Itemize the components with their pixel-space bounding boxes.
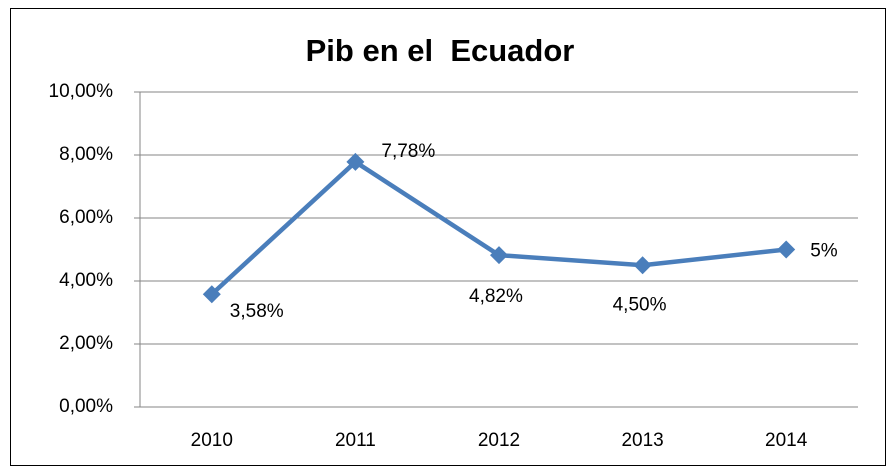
data-point [490, 246, 508, 265]
data-point [346, 152, 365, 171]
y-tick-label: 2,00% [59, 333, 113, 354]
y-tick-label: 6,00% [59, 207, 113, 228]
y-tick-label: 10,00% [49, 81, 114, 102]
data-label: 4,50% [613, 294, 667, 315]
data-label: 5% [810, 241, 838, 262]
chart-frame [10, 8, 886, 466]
chart-title: Pib en el Ecuador [306, 33, 575, 68]
data-label: 4,82% [469, 286, 523, 307]
x-tick-label: 2010 [191, 430, 233, 451]
data-label: 3,58% [230, 301, 284, 322]
data-point [777, 240, 796, 259]
data-point [202, 285, 221, 304]
x-tick-label: 2014 [765, 430, 808, 451]
data-point [633, 256, 652, 275]
data-label: 7,78% [381, 141, 435, 162]
x-tick-label: 2012 [478, 430, 520, 451]
x-tick-label: 2013 [621, 430, 663, 451]
x-tick-label: 2011 [335, 430, 376, 451]
y-tick-label: 4,00% [59, 270, 113, 291]
y-tick-label: 8,00% [59, 144, 113, 165]
y-tick-label: 0,00% [59, 396, 113, 417]
